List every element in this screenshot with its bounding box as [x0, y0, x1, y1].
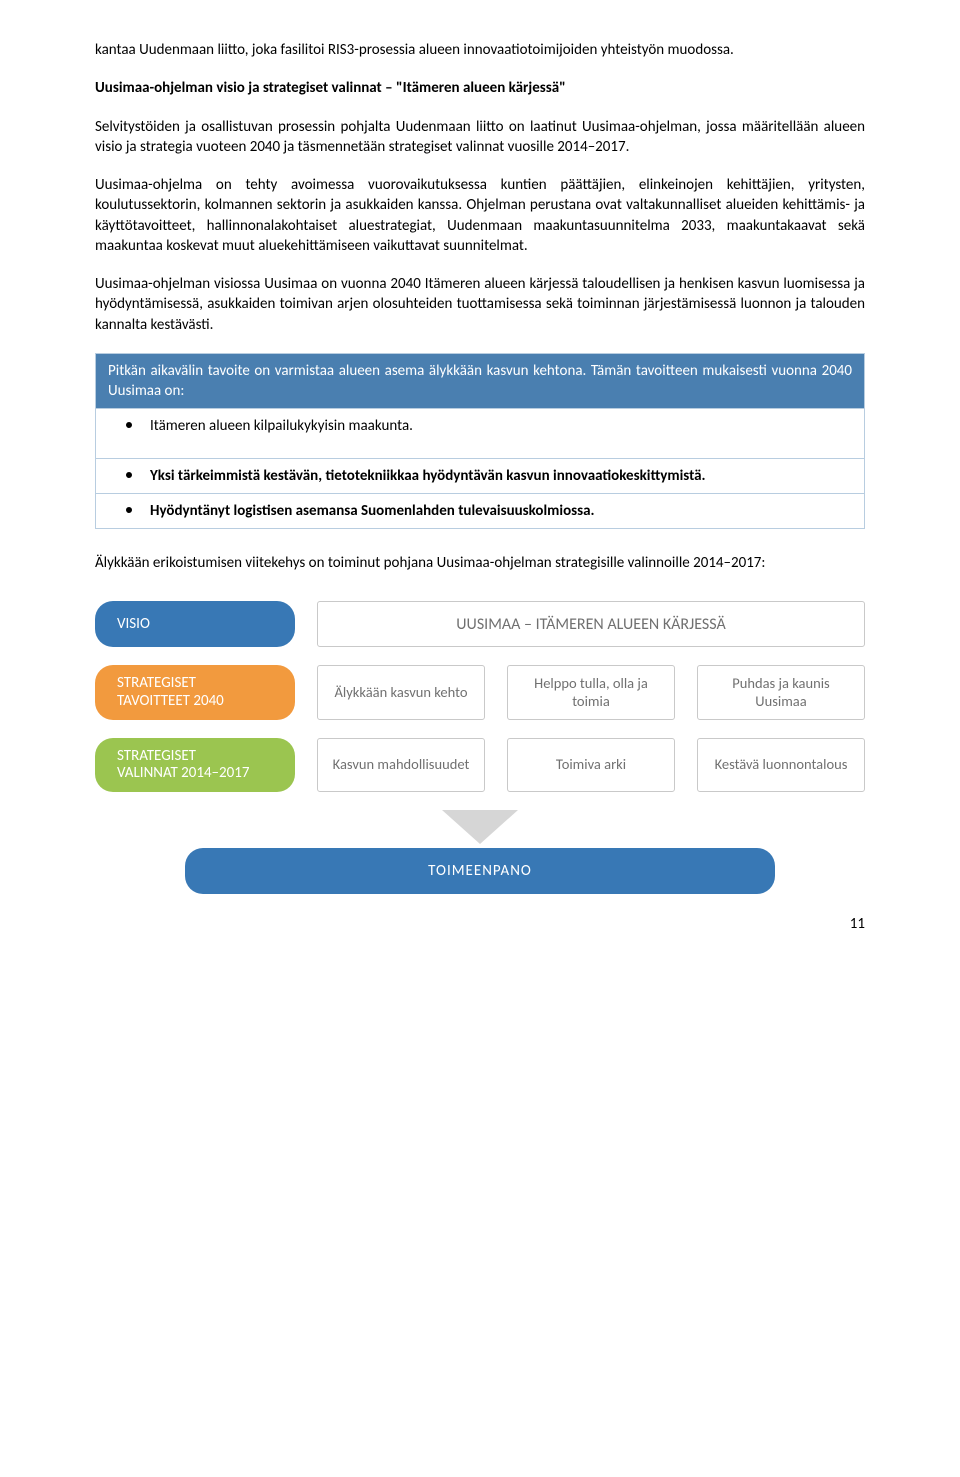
bullet-icon [126, 422, 132, 428]
toimeenpano-pill: TOIMEENPANO [185, 848, 775, 894]
paragraph-2: Uusimaa-ohjelma on tehty avoimessa vuoro… [95, 175, 865, 256]
diagram-row-toimeenpano: TOIMEENPANO [95, 848, 865, 894]
bullet-icon [126, 472, 132, 478]
tavoite-box-3: Puhdas ja kaunis Uusimaa [697, 665, 865, 720]
diagram-arrow-row [95, 810, 865, 844]
diagram-row-visio: VISIO UUSIMAA – ITÄMEREN ALUEEN KÄRJESSÄ [95, 601, 865, 647]
goal-table-header-row: Pitkän aikavälin tavoite on varmistaa al… [96, 353, 865, 409]
goal-table: Pitkän aikavälin tavoite on varmistaa al… [95, 353, 865, 529]
valinta-box-2: Toimiva arki [507, 738, 675, 793]
table-row: Yksi tärkeimmistä kestävän, tietotekniik… [96, 458, 865, 493]
tavoite-box-1: Älykkään kasvun kehto [317, 665, 485, 720]
valinta-box-1: Kasvun mahdollisuudet [317, 738, 485, 793]
tavoite-box-2: Helppo tulla, olla ja toimia [507, 665, 675, 720]
paragraph-3: Uusimaa-ohjelman visiossa Uusimaa on vuo… [95, 274, 865, 335]
diagram-row-valinnat: STRATEGISET VALINNAT 2014–2017 Kasvun ma… [95, 738, 865, 793]
goal-text-1: Itämeren alueen kilpailukykyisin maakunt… [150, 416, 852, 436]
arrow-down-icon [442, 810, 518, 844]
goal-item-3: Hyödyntänyt logistisen asemansa Suomenla… [96, 493, 865, 528]
goal-item-1: Itämeren alueen kilpailukykyisin maakunt… [96, 409, 865, 458]
visio-label-pill: VISIO [95, 601, 295, 647]
valinnat-label-pill: STRATEGISET VALINNAT 2014–2017 [95, 738, 295, 793]
bullet-icon [126, 507, 132, 513]
tavoitteet-label-pill: STRATEGISET TAVOITTEET 2040 [95, 665, 295, 720]
diagram-row-tavoitteet: STRATEGISET TAVOITTEET 2040 Älykkään kas… [95, 665, 865, 720]
table-row: Hyödyntänyt logistisen asemansa Suomenla… [96, 493, 865, 528]
goal-table-header-cell: Pitkän aikavälin tavoite on varmistaa al… [96, 353, 865, 409]
goal-text-2: Yksi tärkeimmistä kestävän, tietotekniik… [150, 466, 852, 486]
strategy-diagram: VISIO UUSIMAA – ITÄMEREN ALUEEN KÄRJESSÄ… [95, 601, 865, 894]
section-heading: Uusimaa-ohjelman visio ja strategiset va… [95, 78, 865, 98]
goal-item-2: Yksi tärkeimmistä kestävän, tietotekniik… [96, 458, 865, 493]
valinta-box-3: Kestävä luonnontalous [697, 738, 865, 793]
visio-text-box: UUSIMAA – ITÄMEREN ALUEEN KÄRJESSÄ [317, 601, 865, 647]
goal-text-3: Hyödyntänyt logistisen asemansa Suomenla… [150, 501, 852, 521]
page-number: 11 [95, 914, 865, 934]
paragraph-intro: kantaa Uudenmaan liitto, joka fasilitoi … [95, 40, 865, 60]
paragraph-4: Älykkään erikoistumisen viitekehys on to… [95, 553, 865, 573]
table-row: Itämeren alueen kilpailukykyisin maakunt… [96, 409, 865, 458]
paragraph-1: Selvitystöiden ja osallistuvan prosessin… [95, 117, 865, 158]
